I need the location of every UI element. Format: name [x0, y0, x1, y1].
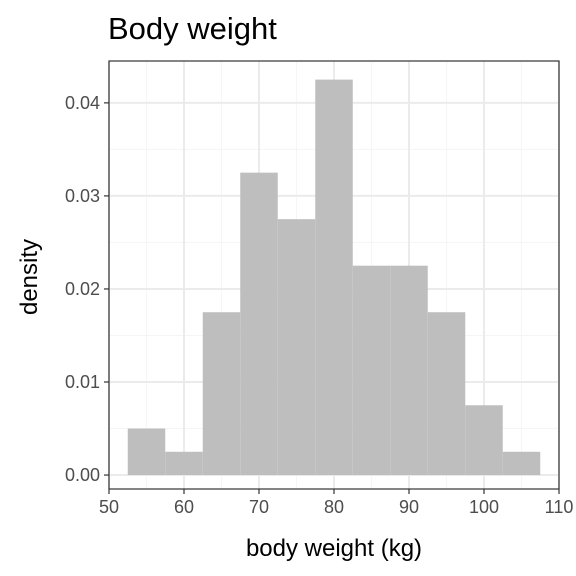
x-tick-label: 90 [399, 497, 419, 517]
x-tick-label: 110 [545, 497, 574, 517]
histogram-bar [502, 451, 541, 476]
y-tick-label: 0.00 [65, 465, 100, 485]
x-tick-label: 80 [324, 497, 344, 517]
histogram-bar [202, 312, 241, 476]
histogram-bar [315, 79, 353, 476]
histogram-bar [352, 265, 391, 476]
x-tick-label: 60 [174, 497, 194, 517]
histogram-bar [277, 219, 316, 476]
histogram-bar [465, 405, 503, 476]
x-axis-title: body weight (kg) [246, 535, 422, 562]
y-tick-label: 0.04 [65, 93, 100, 113]
histogram-bar [240, 172, 278, 476]
chart-title: Body weight [108, 11, 277, 46]
y-axis: 0.00 0.01 0.02 0.03 0.04 [65, 93, 109, 485]
x-tick-label: 50 [99, 497, 119, 517]
x-tick-label: 70 [249, 497, 269, 517]
histogram-bar [127, 428, 166, 476]
histogram-bar [427, 312, 466, 476]
histogram-bars [127, 79, 541, 476]
y-axis-title: density [16, 239, 43, 315]
histogram-bar [390, 265, 428, 476]
x-axis: 50 60 70 80 90 100 110 [99, 489, 573, 517]
histogram-bar [165, 451, 203, 476]
y-tick-label: 0.03 [65, 186, 100, 206]
y-tick-label: 0.01 [65, 372, 100, 392]
y-tick-label: 0.02 [65, 279, 100, 299]
x-tick-label: 100 [469, 497, 499, 517]
